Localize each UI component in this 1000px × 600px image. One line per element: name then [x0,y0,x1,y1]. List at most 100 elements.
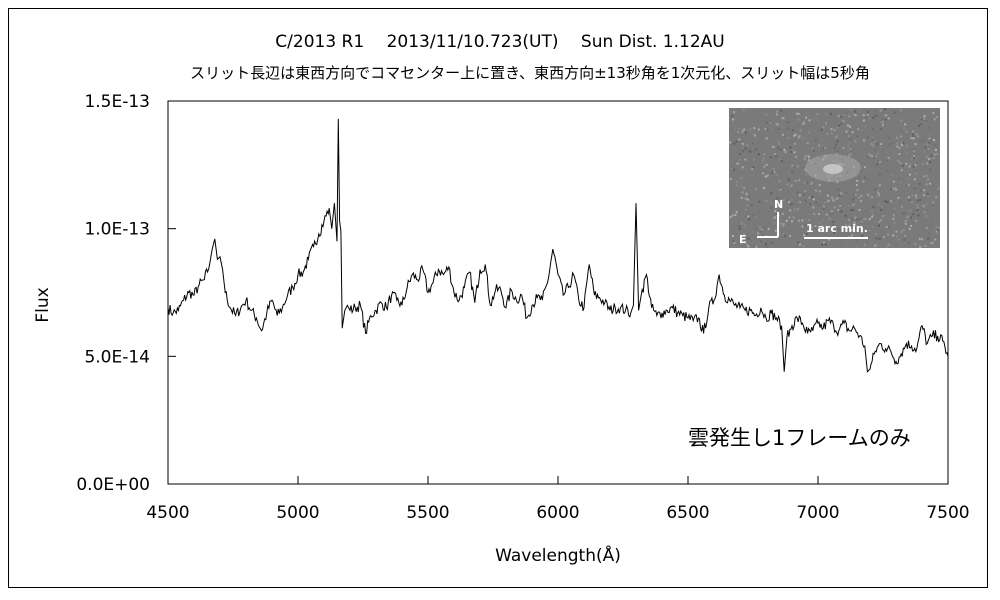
inset-noise-pixel [789,140,792,143]
inset-noise-pixel [828,122,830,125]
inset-noise-pixel [813,212,816,215]
inset-noise-pixel [914,172,917,175]
inset-noise-pixel [762,234,765,237]
inset-noise-pixel [741,142,744,145]
inset-noise-pixel [777,128,780,131]
inset-noise-pixel [755,188,757,191]
inset-noise-pixel [832,221,835,224]
inset-noise-pixel [820,241,823,244]
inset-noise-pixel [752,147,755,150]
inset-noise-pixel [926,162,929,165]
spectrum-line [167,118,949,373]
inset-noise-pixel [890,188,893,191]
inset-noise-pixel [917,199,919,202]
inset-noise-pixel [855,184,858,186]
inset-noise-pixel [896,145,899,148]
inset-noise-pixel [850,118,853,121]
comet-nucleus [823,164,843,174]
inset-noise-pixel [936,152,939,155]
inset-noise-pixel [807,159,810,162]
inset-noise-pixel [932,183,935,186]
inset-noise-pixel [894,187,897,190]
inset-noise-pixel [898,147,901,150]
inset-noise-pixel [797,136,800,139]
inset-noise-pixel [789,146,792,149]
inset-noise-pixel [744,131,747,134]
inset-noise-pixel [921,142,924,145]
inset-noise-pixel [824,243,827,246]
inset-noise-pixel [863,176,866,179]
inset-noise-pixel [776,110,778,113]
inset-noise-pixel [876,152,879,155]
inset-noise-pixel [836,150,839,153]
inset-noise-pixel [748,219,751,222]
inset-noise-pixel [759,211,761,213]
inset-noise-pixel [919,198,922,201]
inset-noise-pixel [835,153,838,156]
inset-noise-pixel [851,228,854,231]
inset-noise-pixel [830,128,833,130]
inset-noise-pixel [833,206,836,209]
inset-noise-pixel [766,174,769,177]
inset-noise-pixel [855,246,858,248]
inset-noise-pixel [884,148,887,150]
inset-noise-pixel [887,117,890,120]
inset-noise-pixel [837,114,840,117]
inset-noise-pixel [777,205,779,207]
inset-noise-pixel [793,166,796,169]
inset-noise-pixel [754,215,757,218]
inset-noise-pixel [887,157,890,160]
x-tick-label: 5500 [406,503,449,523]
inset-noise-pixel [795,155,798,158]
inset-noise-pixel [781,117,784,120]
inset-noise-pixel [849,153,852,156]
inset-noise-pixel [772,145,775,148]
inset-noise-pixel [892,217,895,220]
inset-noise-pixel [878,220,881,223]
inset-noise-pixel [848,219,850,221]
inset-noise-pixel [879,145,882,148]
inset-noise-pixel [755,152,758,155]
inset-noise-pixel [934,231,937,234]
inset-noise-pixel [818,222,821,225]
inset-noise-pixel [796,191,799,194]
inset-noise-pixel [899,181,902,184]
inset-noise-pixel [748,218,751,220]
inset-noise-pixel [742,139,745,142]
inset-noise-pixel [738,228,741,230]
inset-noise-pixel [780,148,783,151]
inset-noise-pixel [878,160,881,163]
inset-noise-pixel [745,195,748,198]
inset-noise-pixel [734,188,737,191]
inset-noise-pixel [871,139,874,142]
inset-noise-pixel [926,174,929,177]
inset-noise-pixel [837,126,839,129]
inset-noise-pixel [878,224,880,227]
inset-noise-pixel [879,109,882,112]
inset-noise-pixel [909,209,912,212]
inset-noise-pixel [899,144,902,147]
inset-noise-pixel [756,140,758,143]
inset-noise-pixel [928,126,931,129]
inset-noise-pixel [798,168,801,171]
inset-noise-pixel [889,158,892,161]
inset-noise-pixel [805,173,808,176]
inset-noise-pixel [893,156,896,159]
inset-noise-pixel [872,144,875,147]
inset-noise-pixel [877,237,880,240]
inset-noise-pixel [892,214,895,217]
inset-noise-pixel [847,114,850,117]
inset-noise-pixel [743,241,746,244]
inset-noise-pixel [915,133,918,136]
inset-noise-pixel [771,115,774,117]
inset-noise-pixel [759,242,762,245]
inset-noise-pixel [747,237,750,240]
inset-noise-pixel [740,241,743,244]
inset-noise-pixel [923,115,926,118]
inset-noise-pixel [922,163,924,165]
inset-noise-pixel [782,161,785,164]
inset-noise-pixel [839,131,842,133]
inset-noise-pixel [849,138,852,141]
inset-noise-pixel [825,207,828,209]
inset-noise-pixel [935,196,938,199]
